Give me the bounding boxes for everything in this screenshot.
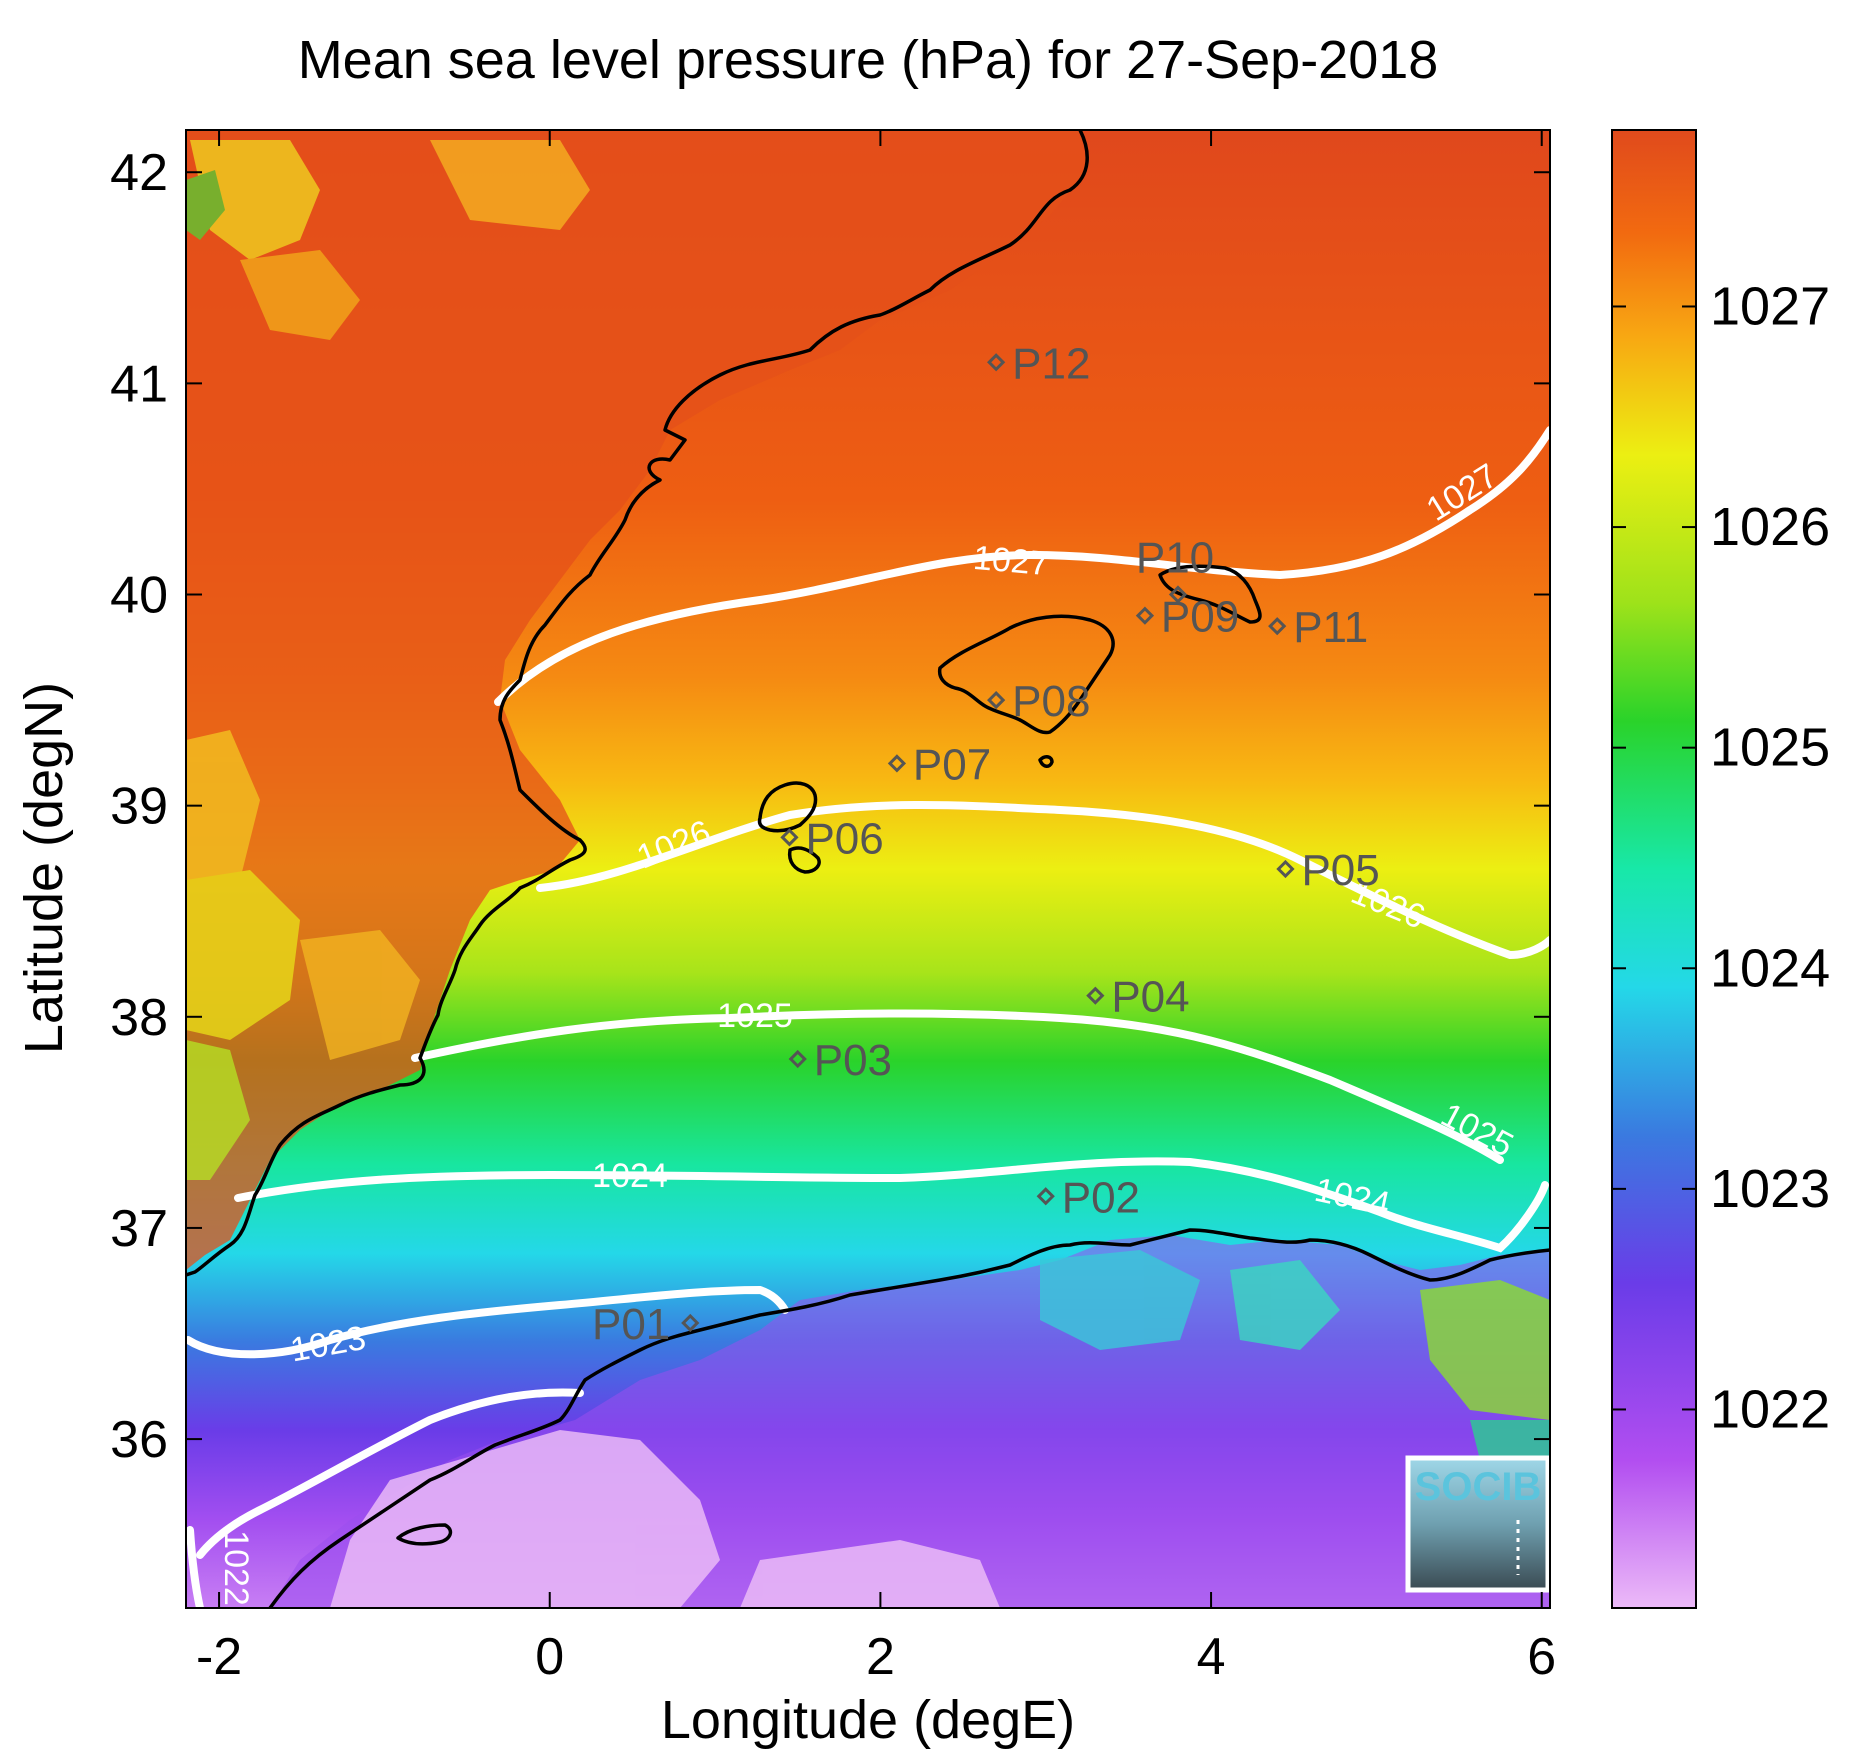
station-marker [788, 1049, 807, 1069]
contour-label-1024-a: 1024 [592, 1157, 668, 1195]
contour-label-1022: 1022 [217, 1530, 255, 1606]
x-tick-label: 6 [1527, 1628, 1556, 1686]
station-label: P08 [1012, 677, 1090, 726]
contour-1021 [186, 1526, 204, 1608]
station-label: P10 [1136, 534, 1214, 583]
station-marker [780, 828, 799, 847]
station-label: P09 [1161, 593, 1239, 642]
station-marker [987, 690, 1006, 710]
coastline-alboran-island [396, 1523, 453, 1546]
coastline-africa [268, 1228, 1550, 1608]
x-tick-label: -2 [196, 1628, 242, 1686]
station-marker [1135, 606, 1155, 625]
contour-lines [186, 426, 1550, 1608]
contour-1025 [411, 1009, 1504, 1164]
station-p03: P03 [788, 1036, 892, 1085]
station-label: P12 [1012, 339, 1090, 388]
plot-area: 1027 1027 1026 1026 1025 1025 1024 1024 … [186, 130, 1550, 1608]
colorbar-tick-label: 1027 [1710, 276, 1830, 336]
station-label: P05 [1301, 846, 1379, 895]
iberia-highlands [186, 140, 590, 1180]
station-marker [1276, 859, 1295, 879]
station-p08: P08 [987, 677, 1090, 726]
contour-1023 [186, 1285, 789, 1359]
x-tick-label: 2 [866, 1628, 895, 1686]
coastlines [186, 130, 1550, 1608]
contour-1026 [536, 801, 1550, 960]
station-marker [681, 1313, 700, 1333]
colorbar-tick-label: 1023 [1710, 1159, 1830, 1219]
station-label: P03 [814, 1036, 892, 1085]
station-p02: P02 [1036, 1173, 1140, 1222]
y-tick-label: 38 [110, 989, 168, 1047]
colorbar-tick-label: 1022 [1710, 1379, 1830, 1439]
colorbar: 1022 1023 1024 1025 1026 1027 [1611, 129, 1830, 1609]
station-marker [1086, 986, 1105, 1005]
y-axis: 36 37 38 39 40 41 42 [110, 144, 1550, 1469]
plot-frame [185, 129, 1551, 1609]
x-tick-label: 4 [1197, 1628, 1226, 1686]
x-axis-title: Longitude (degE) [661, 1690, 1075, 1750]
station-label: P02 [1062, 1173, 1140, 1222]
station-marker [1036, 1187, 1055, 1206]
contour-label-1027-a: 1027 [972, 539, 1051, 583]
station-p01: P01 [592, 1300, 700, 1349]
contour-1024 [234, 1157, 1549, 1253]
socib-logo: SOCIB [1405, 1455, 1550, 1593]
contour-label-1025-a: 1025 [717, 997, 793, 1035]
station-p07: P07 [887, 740, 991, 789]
y-tick-label: 42 [110, 144, 168, 202]
station-p09: P09 [1135, 593, 1239, 642]
colorbar-bar [1611, 129, 1697, 1609]
station-p06: P06 [780, 814, 884, 863]
x-tick-label: 0 [535, 1628, 564, 1686]
contour-1022 [196, 1388, 584, 1559]
chart-title: Mean sea level pressure (hPa) for 27-Sep… [298, 30, 1439, 90]
contour-1027 [494, 426, 1550, 706]
socib-logo-text: SOCIB [1415, 1465, 1542, 1509]
station-p11: P11 [1268, 603, 1368, 652]
station-label: P11 [1293, 603, 1368, 652]
colorbar-tick-label: 1024 [1710, 938, 1830, 998]
coastline-menorca [1158, 564, 1262, 624]
station-label: P06 [805, 814, 883, 863]
coastline-cabrera [1038, 755, 1054, 768]
station-p04: P04 [1086, 973, 1190, 1022]
station-marker [1168, 585, 1188, 604]
y-axis-title: Latitude (degN) [14, 682, 74, 1054]
station-marker [887, 754, 907, 773]
station-label: P01 [592, 1300, 670, 1349]
coastline-ibiza [757, 781, 818, 833]
station-p12: P12 [987, 339, 1090, 388]
y-tick-label: 41 [110, 355, 168, 413]
station-p10: P10 [1136, 534, 1214, 604]
y-tick-label: 37 [110, 1200, 168, 1258]
coastline-formentera [787, 846, 821, 874]
colorbar-ticks: 1022 1023 1024 1025 1026 1027 [1612, 276, 1830, 1439]
y-tick-label: 36 [110, 1411, 168, 1469]
station-label: P04 [1111, 973, 1189, 1022]
x-axis: -2 0 2 4 6 [196, 130, 1556, 1686]
station-markers: P01 P02 P03 P04 P05 P06 P07 P08 P09 P10 P11 P12 [592, 339, 1380, 1349]
coastline-iberia [186, 130, 1089, 1277]
colorbar-tick-label: 1026 [1710, 497, 1830, 557]
station-marker [987, 353, 1006, 372]
station-p05: P05 [1276, 846, 1380, 895]
y-tick-label: 40 [110, 567, 168, 625]
station-label: P07 [913, 740, 991, 789]
y-tick-label: 39 [110, 778, 168, 836]
colorbar-tick-label: 1025 [1710, 718, 1830, 778]
coastline-mallorca [937, 614, 1115, 735]
station-marker [1268, 617, 1287, 636]
